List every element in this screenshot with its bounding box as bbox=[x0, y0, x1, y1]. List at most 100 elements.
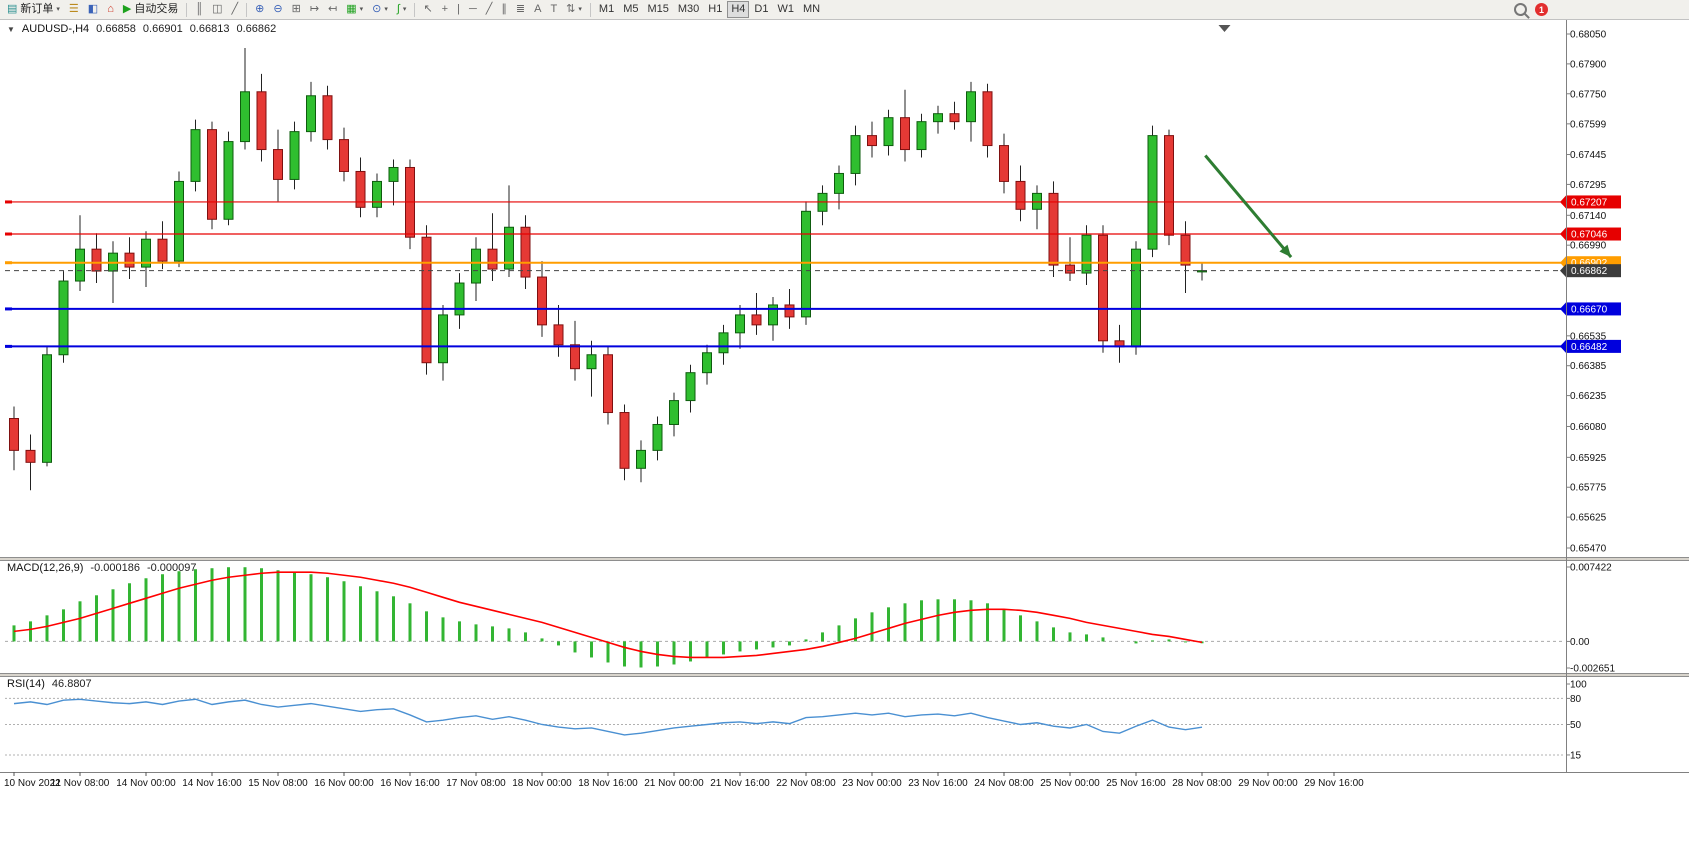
chevron-down-icon: ▾ bbox=[359, 6, 364, 13]
candle bbox=[75, 248, 85, 282]
macd-bar bbox=[227, 567, 230, 642]
zoom-in-button[interactable]: ⊕ bbox=[251, 1, 268, 18]
candle bbox=[900, 117, 910, 151]
hline-anchor[interactable] bbox=[5, 344, 12, 348]
new-order-icon: ▤ bbox=[7, 3, 18, 15]
hline-anchor[interactable] bbox=[5, 307, 12, 311]
price-tick-label: 0.65775 bbox=[1570, 483, 1607, 494]
timeframe-m5-button[interactable]: M5 bbox=[619, 1, 642, 18]
rsi-value: 46.8807 bbox=[51, 678, 92, 690]
time-label: 24 Nov 08:00 bbox=[974, 778, 1034, 789]
time-label: 18 Nov 16:00 bbox=[578, 778, 638, 789]
trend-arrow[interactable] bbox=[1204, 154, 1293, 259]
trendline-button[interactable]: ╱ bbox=[482, 1, 497, 18]
macd-bar bbox=[1002, 609, 1006, 642]
hline-anchor[interactable] bbox=[5, 261, 12, 265]
timeframe-w1-button[interactable]: W1 bbox=[773, 1, 798, 18]
price-tick-label: 0.67445 bbox=[1570, 150, 1607, 161]
notification-badge[interactable]: 1 bbox=[1535, 3, 1548, 16]
crosshair-button[interactable]: + bbox=[438, 1, 452, 18]
symbol-timeframe: AUDUSD-,H4 bbox=[21, 23, 90, 35]
market-watch-button[interactable]: ☰ bbox=[65, 1, 83, 18]
timeframe-h1-button[interactable]: H1 bbox=[704, 1, 726, 18]
panel-splitter[interactable] bbox=[0, 557, 1689, 561]
price-tick-label: 0.66080 bbox=[1570, 422, 1607, 433]
macd-bar bbox=[392, 596, 395, 642]
hline-anchor[interactable] bbox=[5, 200, 12, 204]
text-button[interactable]: A bbox=[530, 1, 545, 18]
trend-arrow-head[interactable] bbox=[1279, 244, 1292, 258]
new-order-button[interactable]: ▤ 新订单 ▾ bbox=[3, 1, 64, 18]
timeframe-m30-button[interactable]: M30 bbox=[674, 1, 703, 18]
bar-chart-button[interactable]: ║ bbox=[191, 1, 207, 18]
candle bbox=[949, 113, 960, 123]
chart-window[interactable]: 0.68050 0.67900 0.67750 0.67599 0.67445 0.672… bbox=[0, 20, 1689, 858]
chart-canvas[interactable]: 0.68050 0.67900 0.67750 0.67599 0.67445 0.672… bbox=[0, 20, 1689, 858]
vertical-line-button[interactable]: | bbox=[453, 1, 464, 18]
chart-shift-marker[interactable] bbox=[1218, 25, 1231, 32]
macd-bar bbox=[425, 611, 428, 642]
text-label-button[interactable]: T bbox=[546, 1, 561, 18]
macd-bar bbox=[1019, 615, 1022, 642]
candlestick-series bbox=[9, 47, 1207, 491]
fibonacci-button[interactable]: ≣ bbox=[512, 1, 529, 18]
indicators-button[interactable]: ∫ ▾ bbox=[393, 1, 411, 18]
open-value: 0.66858 bbox=[96, 23, 136, 35]
time-label: 21 Nov 00:00 bbox=[644, 778, 704, 789]
auto-scroll-button[interactable]: ↦ bbox=[306, 1, 323, 18]
macd-bar bbox=[887, 607, 890, 642]
candle bbox=[9, 418, 19, 451]
time-label: 23 Nov 16:00 bbox=[908, 778, 968, 789]
new-chart-button[interactable]: ▦ ▾ bbox=[342, 1, 367, 18]
macd-bar bbox=[854, 618, 857, 642]
candle bbox=[190, 129, 201, 182]
line-chart-button[interactable]: ╱ bbox=[228, 1, 243, 18]
timeframe-m15-button[interactable]: M15 bbox=[643, 1, 672, 18]
rsi-axis-label: 50 bbox=[1570, 720, 1582, 731]
high-value: 0.66901 bbox=[142, 23, 183, 35]
zoom-out-button[interactable]: ⊖ bbox=[269, 1, 286, 18]
candle bbox=[520, 226, 531, 278]
time-label: 28 Nov 08:00 bbox=[1172, 778, 1232, 789]
navigator-icon: ⌂ bbox=[107, 3, 114, 15]
macd-histogram bbox=[12, 567, 1204, 668]
candle bbox=[652, 423, 663, 451]
tile-windows-button[interactable]: ⊞ bbox=[288, 1, 305, 18]
collapse-arrow-icon[interactable]: ▼ bbox=[7, 25, 15, 34]
time-label: 29 Nov 00:00 bbox=[1238, 778, 1298, 789]
price-tick-label: 0.68050 bbox=[1570, 30, 1607, 41]
macd-bar bbox=[837, 625, 841, 642]
chart-shift-button[interactable]: ↤ bbox=[324, 1, 341, 18]
text-label-icon: T bbox=[550, 3, 558, 15]
macd-bar bbox=[342, 581, 346, 642]
macd-bar bbox=[408, 603, 412, 642]
navigator-button[interactable]: ⌂ bbox=[103, 1, 118, 18]
time-label: 23 Nov 00:00 bbox=[842, 778, 902, 789]
macd-bar bbox=[45, 615, 49, 642]
macd-bar bbox=[62, 609, 65, 642]
channel-button[interactable]: ∥ bbox=[497, 1, 511, 18]
timeframe-m1-button[interactable]: M1 bbox=[595, 1, 618, 18]
macd-bar bbox=[111, 589, 115, 642]
macd-bar bbox=[1052, 627, 1055, 642]
hline-anchor[interactable] bbox=[5, 232, 12, 236]
candle bbox=[999, 145, 1009, 182]
search-icon[interactable] bbox=[1514, 3, 1527, 16]
arrows-button[interactable]: ⇅ ▾ bbox=[562, 1, 586, 18]
autotrading-label: 自动交易 bbox=[134, 3, 179, 15]
time-label: 10 Nov 2022 bbox=[4, 778, 61, 789]
candlestick-button[interactable]: ◫ bbox=[208, 1, 226, 18]
horizontal-line-button[interactable]: ─ bbox=[465, 1, 481, 18]
panel-splitter[interactable] bbox=[0, 673, 1689, 677]
data-window-button[interactable]: ◧ bbox=[84, 1, 102, 18]
timeframe-h4-button[interactable]: H4 bbox=[727, 1, 750, 18]
macd-bar bbox=[821, 632, 824, 642]
profiles-button[interactable]: ⊙ ▾ bbox=[368, 1, 392, 18]
macd-bar bbox=[639, 641, 643, 668]
cursor-button[interactable]: ↖ bbox=[419, 1, 436, 18]
candle bbox=[867, 135, 877, 147]
candle bbox=[702, 352, 712, 374]
autotrading-button[interactable]: ▶ 自动交易 bbox=[119, 1, 182, 18]
timeframe-d1-button[interactable]: D1 bbox=[750, 1, 772, 18]
timeframe-mn-button[interactable]: MN bbox=[799, 1, 824, 18]
